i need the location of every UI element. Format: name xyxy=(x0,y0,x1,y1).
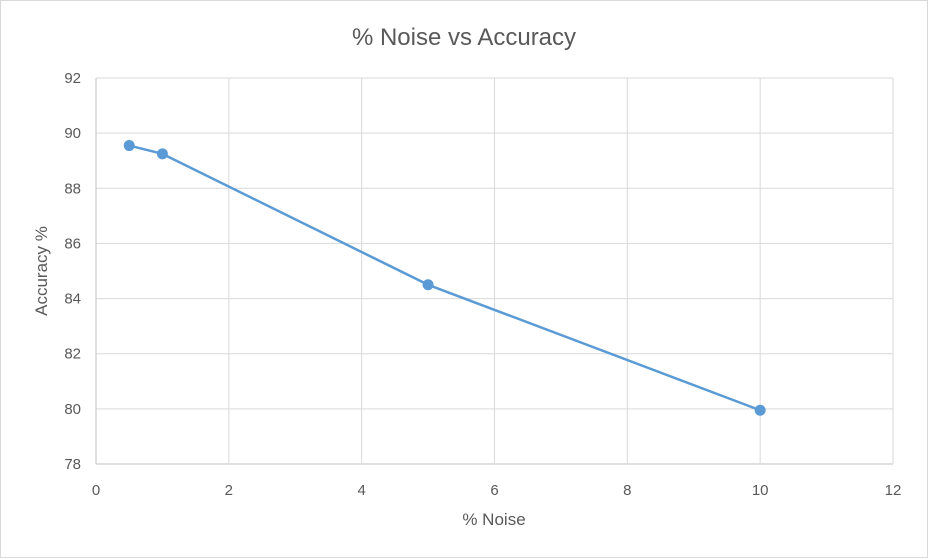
x-tick-label: 4 xyxy=(357,482,365,499)
x-tick-label: 10 xyxy=(752,482,769,499)
data-series xyxy=(123,140,766,416)
gridlines xyxy=(95,77,894,465)
x-tick-label: 8 xyxy=(623,482,631,499)
x-axis-title: % Noise xyxy=(462,510,525,529)
x-tick-label: 6 xyxy=(490,482,498,499)
y-tick-label: 78 xyxy=(64,456,81,473)
tick-labels: 78 80 82 84 86 88 90 92 0 2 4 6 8 10 12 xyxy=(64,70,901,499)
x-tick-label: 2 xyxy=(225,482,233,499)
y-tick-label: 80 xyxy=(64,401,81,418)
chart-title: % Noise vs Accuracy xyxy=(352,24,576,51)
y-tick-label: 82 xyxy=(64,346,81,363)
data-point xyxy=(156,148,168,160)
data-point xyxy=(123,140,135,152)
y-axis-title: Accuracy % xyxy=(32,226,51,316)
y-tick-label: 90 xyxy=(64,125,81,142)
y-tick-label: 84 xyxy=(64,291,81,308)
x-tick-label: 0 xyxy=(92,482,100,499)
data-point xyxy=(754,404,766,416)
y-tick-label: 88 xyxy=(64,180,81,197)
series-line xyxy=(128,144,761,412)
y-tick-label: 86 xyxy=(64,235,81,252)
x-tick-label: 12 xyxy=(885,482,902,499)
y-tick-label: 92 xyxy=(64,70,81,87)
data-point xyxy=(422,279,434,291)
